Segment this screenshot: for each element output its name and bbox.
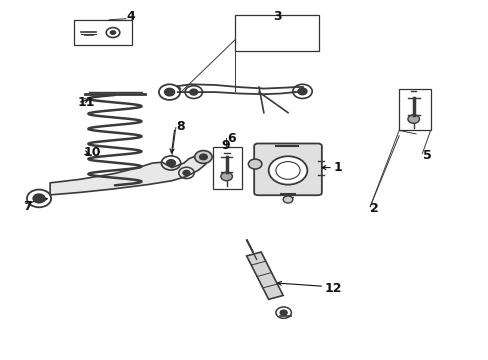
Text: 9: 9 (221, 139, 229, 152)
Circle shape (248, 159, 262, 169)
Text: 12: 12 (324, 282, 341, 294)
Circle shape (407, 115, 419, 123)
Text: 5: 5 (423, 149, 431, 162)
Bar (398, 89, 430, 130)
Bar (213, 147, 242, 189)
Text: 8: 8 (176, 120, 184, 132)
Circle shape (164, 89, 174, 96)
Circle shape (183, 170, 189, 175)
FancyBboxPatch shape (254, 144, 321, 195)
Circle shape (221, 172, 232, 181)
Text: 2: 2 (369, 202, 378, 215)
Circle shape (268, 156, 307, 185)
Bar (74, 20, 132, 45)
Circle shape (109, 30, 116, 35)
Text: 1: 1 (333, 161, 342, 174)
Circle shape (194, 150, 212, 163)
Circle shape (189, 89, 197, 95)
Circle shape (199, 154, 207, 160)
Circle shape (166, 160, 175, 166)
Circle shape (33, 194, 45, 203)
Text: 7: 7 (23, 200, 32, 213)
Bar (234, 15, 319, 51)
Circle shape (280, 310, 286, 315)
Text: 11: 11 (78, 96, 95, 109)
Text: 3: 3 (273, 10, 282, 23)
Polygon shape (50, 153, 210, 195)
Circle shape (283, 196, 292, 203)
Text: 6: 6 (227, 132, 236, 145)
Polygon shape (246, 252, 283, 300)
Text: 4: 4 (126, 10, 135, 23)
Text: 10: 10 (84, 146, 102, 159)
Circle shape (298, 88, 306, 95)
